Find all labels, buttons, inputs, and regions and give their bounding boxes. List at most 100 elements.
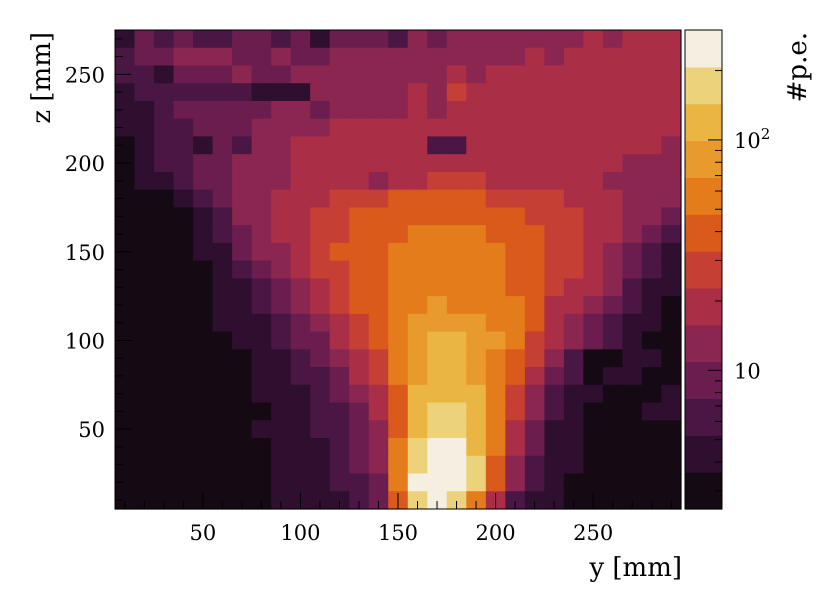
heatmap-cell <box>661 30 682 49</box>
heatmap-cell <box>583 242 604 262</box>
heatmap-cell <box>505 473 526 492</box>
heatmap-cell <box>271 242 292 262</box>
heatmap-cell <box>154 473 175 492</box>
heatmap-cell <box>524 402 545 421</box>
heatmap-cell <box>349 313 370 333</box>
heatmap-cell <box>505 402 526 421</box>
heatmap-cell <box>602 296 624 315</box>
heatmap-cell <box>173 47 194 67</box>
heatmap-cell <box>232 30 253 49</box>
heatmap-cell <box>524 225 545 244</box>
heatmap-cell <box>329 296 350 315</box>
heatmap-cell <box>212 278 233 297</box>
heatmap-cell <box>271 30 292 49</box>
heatmap-cell <box>505 313 526 333</box>
heatmap-cell <box>251 189 272 209</box>
heatmap-cell <box>134 47 155 67</box>
heatmap-cell <box>427 331 448 350</box>
colorbar-band <box>685 435 722 473</box>
heatmap-cell <box>602 65 624 84</box>
heatmap-cell <box>622 313 643 333</box>
heatmap-cell <box>329 189 350 209</box>
heatmap-cell <box>290 154 311 173</box>
heatmap-cell <box>446 242 467 262</box>
heatmap-cell <box>661 367 682 386</box>
heatmap-cell <box>232 242 253 262</box>
heatmap-cell <box>251 118 272 138</box>
heatmap-cell <box>524 455 545 475</box>
heatmap-cell <box>466 473 487 492</box>
heatmap-cell <box>563 242 585 262</box>
heatmap-cell <box>212 136 233 155</box>
heatmap-cell <box>485 207 506 226</box>
heatmap-cell <box>583 402 604 421</box>
colorbar-band <box>685 66 722 105</box>
heatmap-cell <box>661 384 682 404</box>
heatmap-cell <box>271 473 292 492</box>
heatmap-cell <box>310 455 331 475</box>
heatmap-cell <box>563 171 585 191</box>
heatmap-cell <box>544 349 565 368</box>
heatmap-cell <box>368 349 389 368</box>
heatmap-cell <box>466 349 487 368</box>
heatmap-cell <box>134 136 155 155</box>
heatmap-cell <box>251 242 272 262</box>
heatmap-cell <box>290 65 311 84</box>
heatmap-cell <box>407 367 428 386</box>
heatmap-cell <box>329 455 350 475</box>
heatmap-cell <box>388 30 409 49</box>
heatmap-cell <box>524 367 545 386</box>
heatmap-cell <box>427 65 448 84</box>
heatmap-cell <box>427 349 448 368</box>
heatmap-cell <box>388 47 409 67</box>
heatmap-cell <box>622 260 643 279</box>
heatmap-cell <box>563 83 585 102</box>
heatmap-cell <box>544 207 565 226</box>
heatmap-cell <box>583 65 604 84</box>
heatmap-cell <box>193 154 214 173</box>
heatmap-cell <box>407 225 428 244</box>
heatmap-cell <box>349 402 370 421</box>
heatmap-cell <box>544 100 565 120</box>
heatmap-cell <box>505 65 526 84</box>
heatmap-cell <box>193 47 214 67</box>
heatmap-cell <box>622 171 643 191</box>
heatmap-cell <box>583 207 604 226</box>
heatmap-cell <box>154 65 175 84</box>
heatmap-cell <box>583 171 604 191</box>
heatmap-cell <box>446 313 467 333</box>
heatmap-cell <box>544 455 565 475</box>
heatmap-cell <box>368 402 389 421</box>
heatmap-cell <box>251 154 272 173</box>
heatmap-cell <box>173 296 194 315</box>
heatmap-cell <box>154 118 175 138</box>
heatmap-cell <box>602 260 624 279</box>
heatmap-cell <box>251 296 272 315</box>
heatmap-cell <box>271 83 292 102</box>
heatmap-cell <box>524 136 545 155</box>
heatmap-cell <box>154 207 175 226</box>
heatmap-cell <box>154 189 175 209</box>
heatmap-cell <box>544 47 565 67</box>
heatmap-cell <box>446 349 467 368</box>
heatmap-cell <box>290 30 311 49</box>
heatmap-cell <box>544 491 565 510</box>
heatmap-cell <box>583 367 604 386</box>
heatmap-cell <box>505 136 526 155</box>
heatmap-cell <box>349 331 370 350</box>
heatmap-cell <box>310 30 331 49</box>
heatmap-cell <box>661 438 682 457</box>
heatmap-cell <box>251 65 272 84</box>
y-tick-label: 200 <box>65 152 105 176</box>
heatmap-cell <box>115 491 136 510</box>
heatmap-cell <box>407 349 428 368</box>
heatmap-cell <box>622 473 643 492</box>
heatmap-cell <box>290 207 311 226</box>
heatmap-cell <box>193 171 214 191</box>
heatmap-cell <box>368 83 389 102</box>
heatmap-cell <box>641 83 663 102</box>
heatmap-cell <box>232 473 253 492</box>
heatmap-cell <box>388 154 409 173</box>
heatmap-cell <box>290 420 311 439</box>
heatmap-cell <box>173 83 194 102</box>
